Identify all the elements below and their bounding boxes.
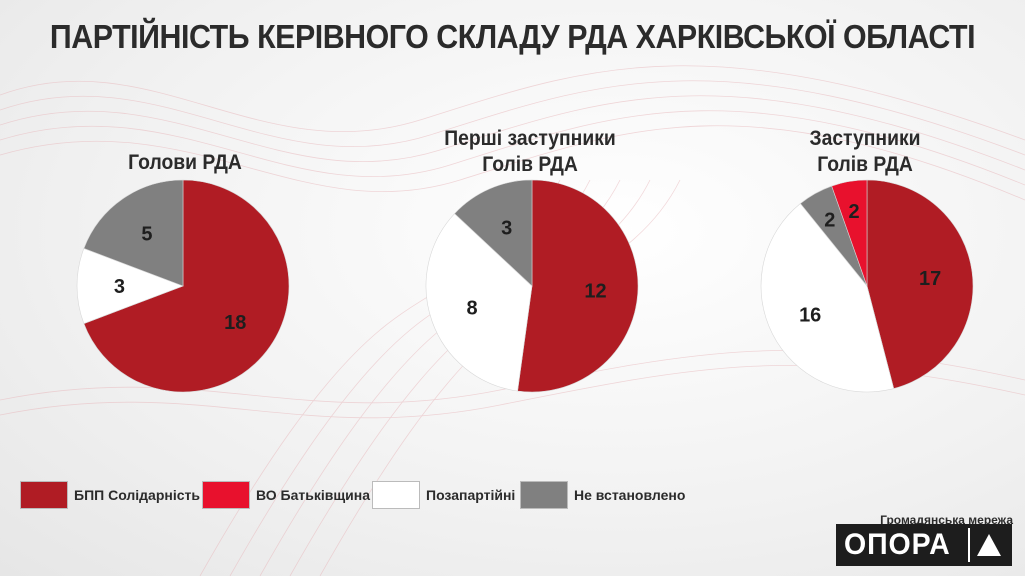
pie-2-label-bpp: 12 — [584, 280, 606, 302]
brand-separator — [968, 528, 970, 562]
pie-3-title-line-2: Голів РДА — [817, 153, 913, 176]
pie-1-slice-nonpartisan — [76, 248, 184, 324]
brand-logo: ОПОРА — [836, 524, 1012, 566]
pie-1-label-unknown: 5 — [141, 224, 152, 246]
legend-item-unknown: Не встановлено — [520, 480, 685, 510]
pie-3-label-bpp: 17 — [919, 268, 941, 290]
legend-item-batkivshchyna: ВО Батьківщина — [202, 480, 370, 510]
pie-1-slice-unknown — [83, 179, 184, 287]
pie-3-label-nonpartisan: 16 — [799, 305, 821, 327]
page-title: ПАРТІЙНІСТЬ КЕРІВНОГО СКЛАДУ РДА ХАРКІВС… — [49, 18, 976, 55]
legend-label-unknown: Не встановлено — [574, 487, 686, 503]
legend-label-nonpartisan: Позапартійні — [426, 487, 516, 503]
legend-item-nonpartisan: Позапартійні — [372, 480, 515, 510]
legend-swatch-bpp — [20, 481, 68, 509]
pie-1-title-line-1: Голови РДА — [128, 151, 242, 174]
triangle-logo-icon — [977, 534, 1001, 556]
pie-3-slice-bpp — [866, 179, 974, 389]
pie-2-slice-nonpartisan — [425, 213, 533, 392]
pie-2-slice-bpp — [517, 179, 639, 393]
brand-name: ОПОРА — [844, 528, 951, 561]
pie-1-label-nonpartisan: 3 — [114, 276, 125, 298]
pie-1-label-bpp: 18 — [224, 312, 246, 334]
pie-2-title: Перші заступники Голів РДА — [429, 126, 631, 178]
pie-2-slice-unknown — [454, 179, 533, 287]
pie-1-slice-bpp — [83, 179, 290, 393]
legend-swatch-batkivshchyna — [202, 481, 250, 509]
pie-3-slice-nonpartisan — [760, 203, 895, 393]
brand-caption: Громадянська мережа — [880, 513, 1013, 527]
pie-1-title: Голови РДА — [88, 150, 281, 176]
legend-swatch-unknown — [520, 481, 568, 509]
pie-3-label-batkivshchyna: 2 — [849, 201, 860, 223]
pie-3-label-unknown: 2 — [824, 209, 835, 231]
legend-item-bpp: БПП Солідарність — [20, 480, 200, 510]
legend-swatch-nonpartisan — [372, 481, 420, 509]
pie-3-slice-batkivshchyna — [831, 179, 868, 287]
pie-2-title-line-1: Перші заступники — [444, 127, 616, 150]
pie-2-label-unknown: 3 — [501, 218, 512, 240]
pie-3-title: Заступники Голів РДА — [768, 126, 961, 178]
legend-label-batkivshchyna: ВО Батьківщина — [256, 487, 371, 503]
pie-2-label-nonpartisan: 8 — [467, 297, 478, 319]
pie-3-title-line-1: Заступники — [809, 127, 921, 150]
pie-2-title-line-2: Голів РДА — [482, 153, 578, 176]
legend-label-bpp: БПП Солідарність — [74, 487, 200, 503]
